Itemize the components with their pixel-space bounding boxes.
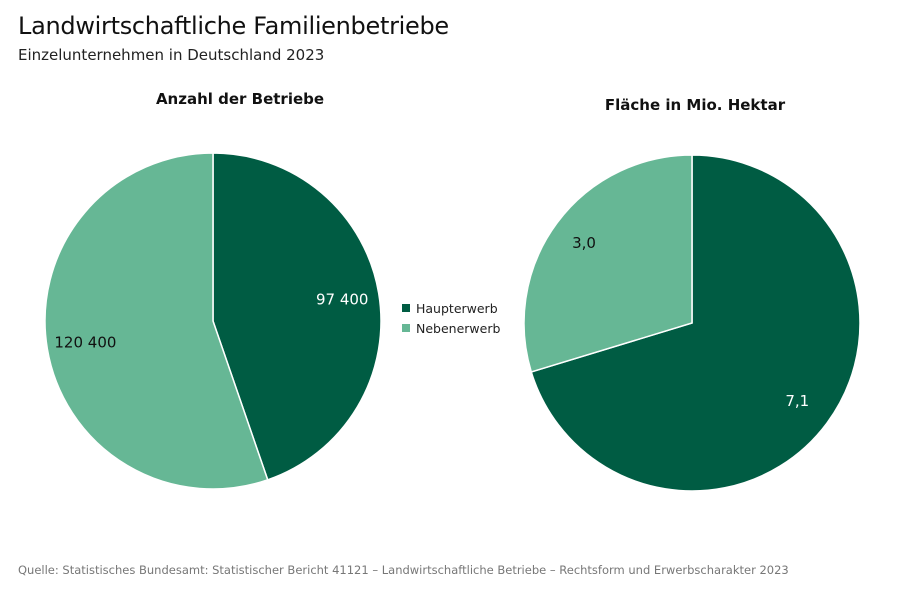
pie-title-count: Anzahl der Betriebe [155,90,325,108]
legend-swatch-nebenerwerb [402,324,410,332]
legend-label-haupterwerb: Haupterwerb [416,300,498,316]
legend-label-nebenerwerb: Nebenerwerb [416,320,501,336]
pie-title-area: Fläche in Mio. Hektar [604,96,786,114]
pie-area-slice-nebenerwerb [523,154,693,373]
pie-count-label-haupterwerb: 97 400 [316,290,369,308]
pie-count-slice-nebenerwerb [44,152,269,490]
pie-area-slice-haupterwerb [530,154,861,492]
pie-count-slice-haupterwerb [212,152,382,481]
legend-item-nebenerwerb: Nebenerwerb [402,318,500,338]
legend-item-haupterwerb: Haupterwerb [402,298,500,318]
legend: Haupterwerb Nebenerwerb [402,298,500,338]
pie-area-label-nebenerwerb: 3,0 [572,234,596,252]
chart-title-main: Landwirtschaftliche Familienbetriebe [18,12,449,40]
chart-subtitle: Einzelunternehmen in Deutschland 2023 [18,46,325,64]
pie-count-label-nebenerwerb: 120 400 [54,333,116,351]
legend-swatch-haupterwerb [402,304,410,312]
pie-area-label-haupterwerb: 7,1 [785,392,809,410]
source-note: Quelle: Statistisches Bundesamt: Statist… [18,563,789,577]
